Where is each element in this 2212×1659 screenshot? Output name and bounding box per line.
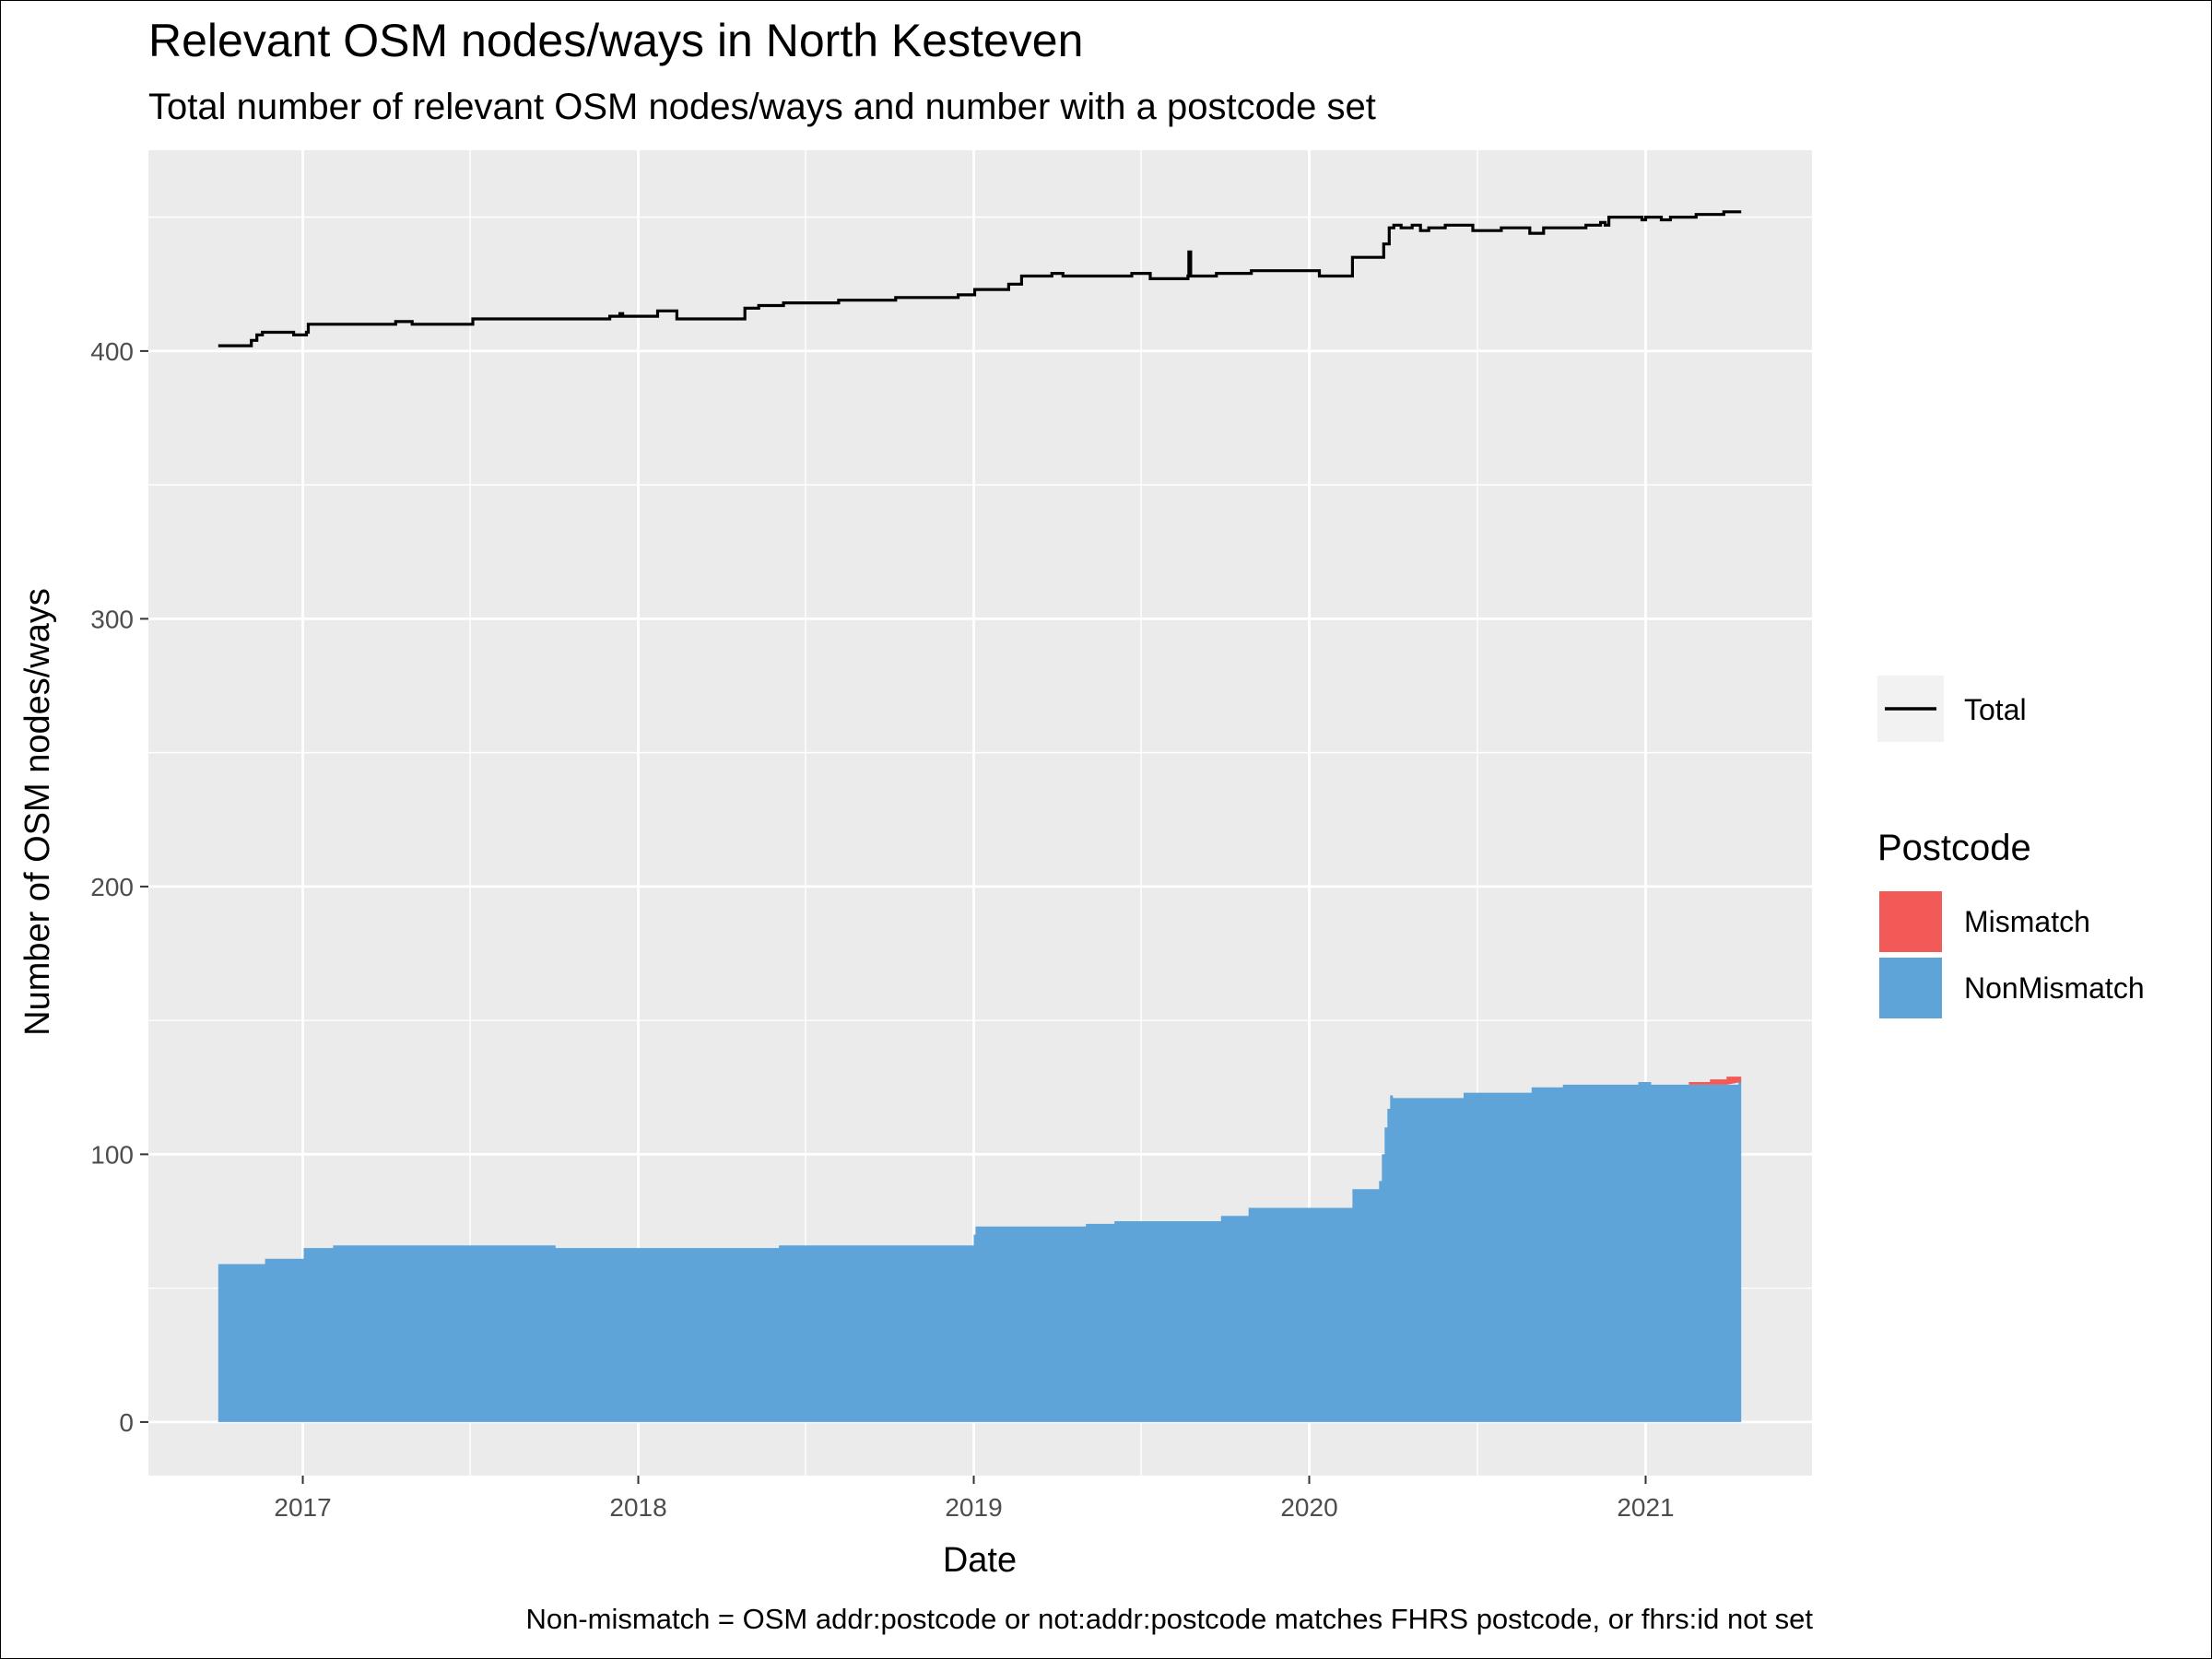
legend-total-label: Total [1964,693,2027,726]
legend-postcode: Postcode Mismatch NonMismatch [1877,828,2145,1018]
line-total [218,210,1742,347]
y-tick-label: 300 [90,605,134,633]
chart-caption: Non-mismatch = OSM addr:postcode or not:… [525,1603,1813,1635]
legend-label-nonmismatch: NonMismatch [1964,971,2145,1005]
x-tick-label: 2018 [609,1493,666,1522]
x-tick-label: 2017 [274,1493,331,1522]
total-line-layer [218,210,1742,347]
grid-minor-lines [148,150,1812,1476]
x-tick-label: 2020 [1280,1493,1337,1522]
legend-swatch-nonmismatch [1879,958,1942,1018]
x-axis-title: Date [943,1541,1017,1580]
y-tick-label: 0 [119,1408,134,1437]
x-axis-ticks: 2017 2018 2019 2020 2021 [274,1476,1675,1522]
legend-label-mismatch: Mismatch [1964,905,2090,938]
stacked-area-layer [218,1074,1742,1422]
legend-postcode-title: Postcode [1877,828,2031,868]
y-axis-title: Number of OSM nodes/ways [18,588,57,1036]
area-mismatch [1687,1074,1742,1085]
y-tick-label: 400 [90,337,134,366]
x-tick-label: 2019 [945,1493,1002,1522]
x-tick-label: 2021 [1617,1493,1674,1522]
y-tick-label: 100 [90,1140,134,1169]
chart-title: Relevant OSM nodes/ways in North Kesteve… [148,15,1083,66]
chart-subtitle: Total number of relevant OSM nodes/ways … [148,87,1376,127]
area-nonmismatch [218,1082,1742,1422]
y-axis-ticks: 0 100 200 300 400 [90,337,148,1437]
legend-swatch-mismatch [1879,891,1942,952]
y-tick-label: 200 [90,873,134,901]
legend-total: Total [1877,676,2027,742]
